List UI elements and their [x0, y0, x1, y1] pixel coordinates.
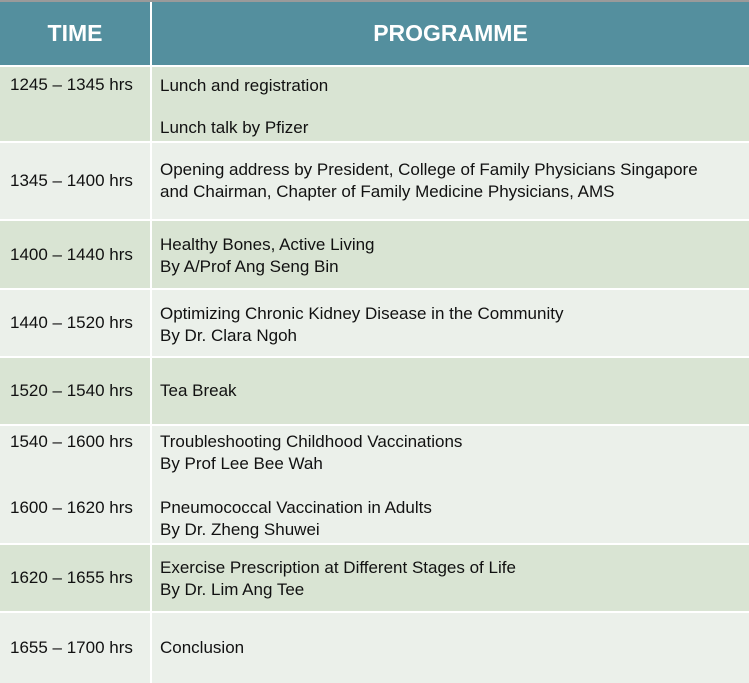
- programme-cell: Optimizing Chronic Kidney Disease in the…: [152, 290, 749, 356]
- programme-line: By Dr. Clara Ngoh: [160, 326, 297, 345]
- programme-line: By Prof Lee Bee Wah: [160, 454, 323, 473]
- table-row: 1440 – 1520 hrs Optimizing Chronic Kidne…: [0, 290, 749, 358]
- programme-line: By Dr. Lim Ang Tee: [160, 580, 305, 599]
- time-cell: 1400 – 1440 hrs: [0, 221, 152, 288]
- table-row: 1655 – 1700 hrs Conclusion: [0, 613, 749, 683]
- time-value: 1540 – 1600 hrs: [10, 432, 133, 451]
- programme-line: and Chairman, Chapter of Family Medicine…: [160, 182, 615, 201]
- time-cell: 1620 – 1655 hrs: [0, 545, 152, 611]
- table-row: 1620 – 1655 hrs Exercise Prescription at…: [0, 545, 749, 613]
- table-row: 1540 – 1600 hrs 1600 – 1620 hrs Troubles…: [0, 426, 749, 545]
- time-cell: 1345 – 1400 hrs: [0, 143, 152, 219]
- time-cell: 1540 – 1600 hrs 1600 – 1620 hrs: [0, 426, 152, 543]
- table-header: TIME PROGRAMME: [0, 2, 749, 67]
- programme-line: Lunch and registration: [160, 76, 329, 95]
- programme-cell: Conclusion: [152, 613, 749, 683]
- header-time: TIME: [0, 2, 152, 65]
- programme-cell: Lunch and registration Lunch talk by Pfi…: [152, 67, 749, 141]
- programme-cell: Troubleshooting Childhood Vaccinations B…: [152, 426, 749, 543]
- programme-line: Healthy Bones, Active Living: [160, 235, 375, 254]
- programme-line: Lunch talk by Pfizer: [160, 118, 309, 137]
- table-row: 1345 – 1400 hrs Opening address by Presi…: [0, 143, 749, 221]
- time-cell: 1655 – 1700 hrs: [0, 613, 152, 683]
- programme-line: By Dr. Zheng Shuwei: [160, 520, 320, 539]
- programme-cell: Opening address by President, College of…: [152, 143, 749, 219]
- programme-line: Opening address by President, College of…: [160, 160, 698, 179]
- programme-cell: Exercise Prescription at Different Stage…: [152, 545, 749, 611]
- table-row: 1400 – 1440 hrs Healthy Bones, Active Li…: [0, 221, 749, 290]
- table-row: 1245 – 1345 hrs Lunch and registration L…: [0, 67, 749, 143]
- programme-line: Optimizing Chronic Kidney Disease in the…: [160, 304, 564, 323]
- time-cell: 1520 – 1540 hrs: [0, 358, 152, 424]
- programme-cell: Healthy Bones, Active Living By A/Prof A…: [152, 221, 749, 288]
- programme-line: Conclusion: [160, 638, 245, 657]
- programme-line: Troubleshooting Childhood Vaccinations: [160, 432, 463, 451]
- programme-cell: Tea Break: [152, 358, 749, 424]
- programme-line: Pneumococcal Vaccination in Adults: [160, 498, 432, 517]
- programme-line: Tea Break: [160, 381, 237, 400]
- header-programme: PROGRAMME: [373, 20, 528, 46]
- time-cell: 1245 – 1345 hrs: [0, 67, 152, 141]
- programme-line: By A/Prof Ang Seng Bin: [160, 257, 339, 276]
- table-row: 1520 – 1540 hrs Tea Break: [0, 358, 749, 426]
- time-value: 1600 – 1620 hrs: [10, 498, 133, 517]
- time-cell: 1440 – 1520 hrs: [0, 290, 152, 356]
- programme-line: Exercise Prescription at Different Stage…: [160, 558, 516, 577]
